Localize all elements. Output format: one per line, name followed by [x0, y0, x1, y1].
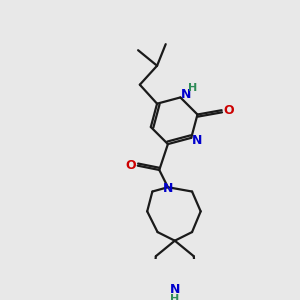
Text: N: N [163, 182, 173, 195]
Text: H: H [188, 83, 197, 93]
Text: N: N [192, 134, 202, 147]
Text: N: N [181, 88, 192, 101]
Text: O: O [125, 159, 136, 172]
Text: H: H [170, 294, 179, 300]
Text: O: O [223, 104, 234, 117]
Text: N: N [169, 284, 180, 296]
